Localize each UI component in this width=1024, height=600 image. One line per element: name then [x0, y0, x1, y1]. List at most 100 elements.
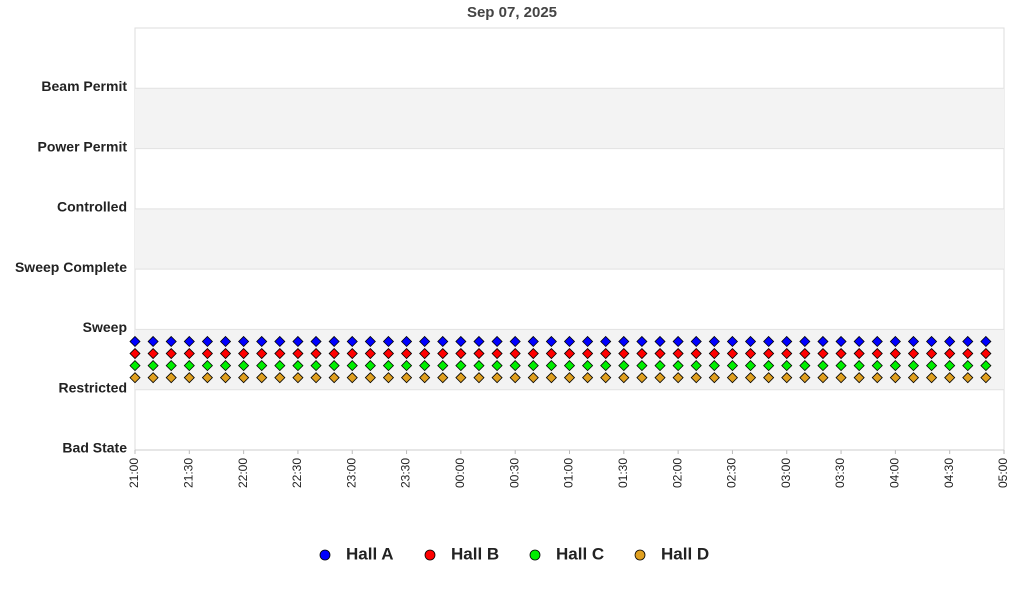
- data-point: [817, 335, 829, 348]
- data-point: [563, 360, 576, 372]
- data-point: [310, 347, 322, 360]
- x-tick-label: 23:30: [399, 458, 413, 488]
- data-point: [690, 347, 702, 360]
- data-point: [129, 360, 141, 372]
- data-point: [473, 335, 485, 348]
- data-point: [781, 347, 793, 360]
- data-point: [980, 360, 992, 372]
- x-tick-label: 21:00: [127, 458, 141, 488]
- data-point: [708, 347, 720, 360]
- data-point: [400, 360, 413, 372]
- legend-marker: [424, 549, 436, 561]
- data-point: [201, 372, 213, 384]
- data-point: [907, 360, 920, 372]
- x-tick-label: 21:30: [181, 458, 195, 488]
- data-point: [382, 372, 395, 384]
- data-point: [545, 372, 557, 384]
- data-point: [871, 360, 883, 372]
- data-point: [618, 347, 630, 360]
- data-point: [907, 372, 920, 384]
- data-point: [672, 360, 684, 372]
- data-point: [726, 335, 739, 348]
- data-point: [690, 335, 702, 348]
- data-point: [419, 335, 431, 348]
- data-point: [944, 372, 956, 384]
- data-point: [419, 360, 431, 372]
- data-point: [799, 372, 811, 384]
- y-tick-label: Restricted: [59, 379, 127, 395]
- data-point: [835, 372, 847, 384]
- data-point: [708, 372, 720, 384]
- data-point: [400, 335, 413, 348]
- data-point: [853, 360, 865, 372]
- data-point: [744, 360, 757, 372]
- data-point: [455, 360, 467, 372]
- x-tick-label: 01:30: [616, 458, 630, 488]
- data-point: [473, 372, 485, 384]
- data-point: [944, 335, 956, 348]
- data-point: [654, 347, 666, 360]
- data-point: [310, 335, 322, 348]
- data-point: [962, 372, 974, 384]
- data-point: [582, 335, 594, 348]
- data-point: [600, 372, 612, 384]
- data-point: [726, 360, 739, 372]
- data-point: [382, 335, 395, 348]
- data-point: [165, 372, 177, 384]
- x-tick-label: 03:30: [833, 458, 847, 488]
- data-point: [238, 372, 250, 384]
- data-point: [382, 347, 395, 360]
- data-point: [962, 347, 974, 360]
- data-point: [201, 360, 213, 372]
- data-point: [835, 347, 847, 360]
- data-point: [201, 347, 213, 360]
- data-point: [871, 335, 883, 348]
- data-point: [817, 372, 829, 384]
- x-tick-label: 22:30: [290, 458, 304, 488]
- data-point: [509, 360, 521, 372]
- data-point: [238, 347, 250, 360]
- data-point: [238, 335, 250, 348]
- data-point: [708, 335, 720, 348]
- data-point: [147, 360, 159, 372]
- data-point: [889, 335, 901, 348]
- data-point: [763, 360, 775, 372]
- legend-marker: [529, 549, 541, 561]
- y-tick-label: Bad State: [62, 440, 127, 456]
- data-point: [835, 360, 847, 372]
- data-point: [582, 347, 594, 360]
- data-point: [219, 347, 232, 360]
- data-point: [455, 372, 467, 384]
- data-point: [328, 347, 340, 360]
- data-point: [256, 335, 268, 348]
- x-tick-label: 05:00: [996, 458, 1010, 488]
- data-point: [437, 372, 449, 384]
- data-point: [437, 335, 449, 348]
- data-point: [582, 372, 594, 384]
- data-point: [600, 360, 612, 372]
- data-point: [419, 372, 431, 384]
- data-point: [962, 360, 974, 372]
- data-point: [364, 347, 376, 360]
- data-point: [889, 372, 901, 384]
- data-point: [328, 360, 340, 372]
- data-point: [636, 335, 648, 348]
- data-point: [636, 360, 648, 372]
- x-tick-label: 03:00: [779, 458, 793, 488]
- data-point: [129, 335, 141, 348]
- data-point: [292, 372, 304, 384]
- data-point: [527, 360, 539, 372]
- data-point: [292, 360, 304, 372]
- data-point: [817, 347, 829, 360]
- legend-marker: [319, 549, 331, 561]
- data-point: [618, 372, 630, 384]
- data-point: [563, 347, 576, 360]
- data-point: [636, 372, 648, 384]
- data-point: [654, 335, 666, 348]
- x-tick-label: 04:30: [942, 458, 956, 488]
- x-tick-label: 23:00: [344, 458, 358, 488]
- data-point: [563, 372, 576, 384]
- data-point: [491, 372, 503, 384]
- legend-marker: [634, 549, 646, 561]
- legend-label: Hall B: [451, 544, 499, 563]
